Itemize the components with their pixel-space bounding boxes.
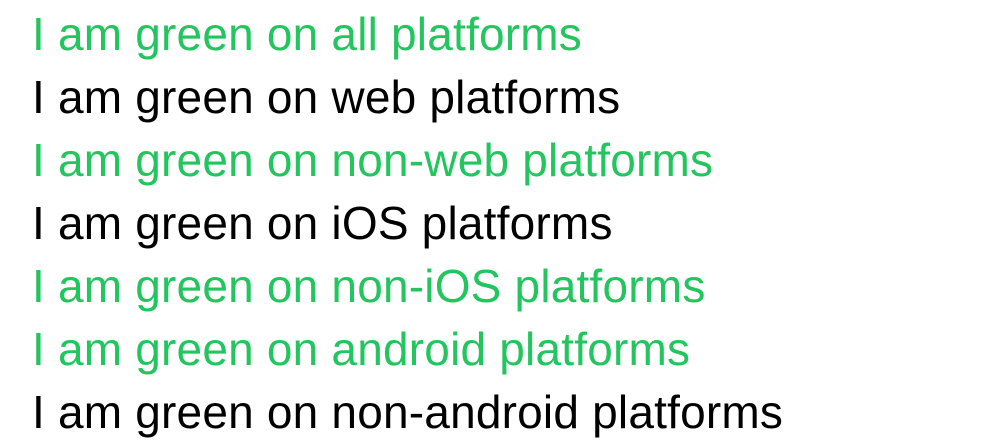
text-line-android-platforms: I am green on android platforms [32, 323, 691, 375]
text-line-non-web-platforms: I am green on non-web platforms [32, 134, 714, 186]
text-line-ios-platforms: I am green on iOS platforms [32, 197, 613, 249]
platform-text-list: I am green on all platforms I am green o… [32, 3, 783, 444]
text-line-web-platforms: I am green on web platforms [32, 71, 621, 123]
text-line-all-platforms: I am green on all platforms [32, 8, 582, 60]
text-line-non-ios-platforms: I am green on non-iOS platforms [32, 260, 706, 312]
text-line-non-android-platforms: I am green on non-android platforms [32, 386, 784, 438]
